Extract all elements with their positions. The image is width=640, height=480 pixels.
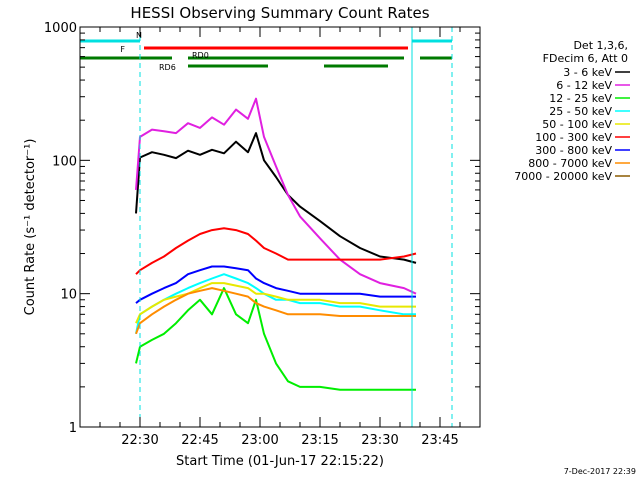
y-tick-label: 1 xyxy=(69,421,77,436)
y-tick-label: 10 xyxy=(60,288,77,303)
date-stamp: 7-Dec-2017 22:39 xyxy=(564,467,636,476)
indicator-n-label: N xyxy=(136,31,142,40)
series-line-12-25keV xyxy=(135,287,416,391)
x-tick-label: 23:45 xyxy=(421,433,458,448)
series-line-100-300keV xyxy=(135,227,417,275)
series-line-50-100keV xyxy=(135,282,416,324)
legend-entry-label: 12 - 25 keV xyxy=(549,92,612,105)
series-line-6-12keV xyxy=(135,97,417,295)
legend-entry-label: 300 - 800 keV xyxy=(535,144,612,157)
legend-entry-label: 6 - 12 keV xyxy=(556,79,612,92)
series-line-25-50keV xyxy=(135,273,416,335)
indicator-rd6-label: RD6 xyxy=(159,63,176,72)
indicator-bars: N F RD0 RD6 xyxy=(80,31,452,72)
y-axis-label: Count Rate (s⁻¹ detector⁻¹) xyxy=(23,139,38,316)
legend-entry-label: 50 - 100 keV xyxy=(542,118,612,131)
y-tick-label: 100 xyxy=(52,154,77,169)
legend-entry-label: 100 - 300 keV xyxy=(535,131,612,144)
x-axis-label: Start Time (01-Jun-17 22:15:22) xyxy=(176,454,384,469)
series-line-3-6keV xyxy=(135,132,417,264)
chart-title: HESSI Observing Summary Count Rates xyxy=(130,4,429,22)
legend-header-line: Det 1,3,6, xyxy=(573,39,628,52)
axes-group: 22:30 22:45 23:00 23:15 23:30 23:45 Start Time… xyxy=(23,21,481,469)
legend-entry-label: 7000 - 20000 keV xyxy=(514,170,612,183)
x-tick-label: 23:30 xyxy=(361,433,398,448)
x-tick-label: 23:00 xyxy=(241,433,278,448)
indicator-rd0-label: RD0 xyxy=(192,51,209,60)
y-tick-label: 1000 xyxy=(44,21,77,36)
x-tick-label: 23:15 xyxy=(301,433,338,448)
legend-entry-label: 25 - 50 keV xyxy=(549,105,612,118)
vertical-markers xyxy=(79,27,453,427)
indicator-f-label: F xyxy=(120,45,125,54)
legend-entry-label: 3 - 6 keV xyxy=(563,66,612,79)
series-line-800-7000keV xyxy=(135,287,416,335)
legend-header-line: FDecim 6, Att 0 xyxy=(543,52,628,65)
series-group xyxy=(135,97,417,391)
x-tick-label: 22:45 xyxy=(181,433,218,448)
x-tick-label: 22:30 xyxy=(121,433,158,448)
series-line-300-800keV xyxy=(135,265,416,304)
legend-entry-label: 800 - 7000 keV xyxy=(528,157,612,170)
